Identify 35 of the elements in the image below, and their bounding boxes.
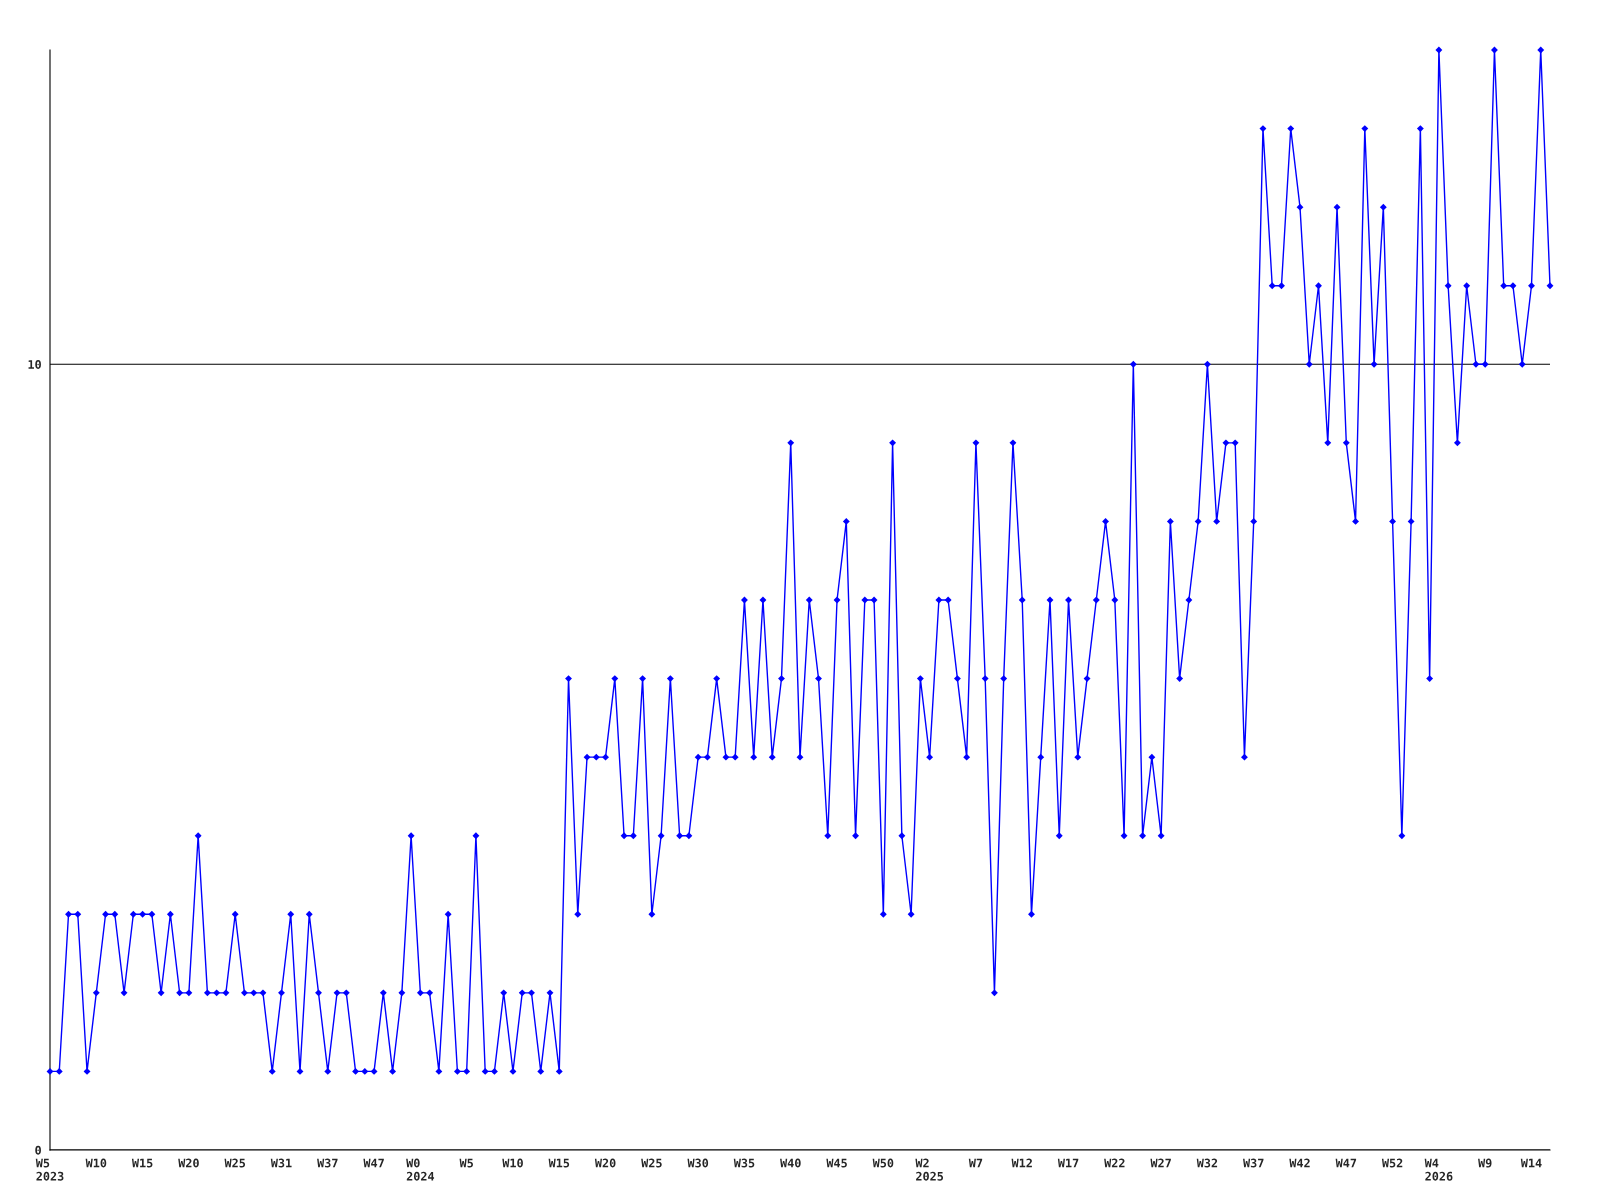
x-tick-label: W9 <box>1478 1158 1492 1168</box>
x-tick-label: W27 <box>1150 1158 1171 1168</box>
x-tick-label: W25 <box>224 1158 246 1168</box>
x-tick-label: W17 <box>1057 1158 1079 1168</box>
x-tick-label: W32 <box>1196 1158 1218 1168</box>
x-tick-label: W52 <box>1381 1158 1403 1168</box>
x-tick-label: W4 2026 <box>1424 1158 1453 1181</box>
x-tick-label: W20 <box>594 1158 616 1168</box>
x-tick-label: W30 <box>687 1158 709 1168</box>
y-tick-label: 0 <box>35 1145 41 1155</box>
x-tick-label: W50 <box>872 1158 894 1168</box>
x-tick-label: W47 <box>1335 1158 1357 1168</box>
x-tick-label: W5 <box>459 1158 473 1168</box>
x-tick-label: W40 <box>780 1158 801 1168</box>
x-tick-label: W15 <box>131 1158 153 1168</box>
y-tick-label: 10 <box>28 360 41 369</box>
x-tick-label: W47 <box>363 1158 384 1168</box>
x-tick-label: W2 2025 <box>915 1158 944 1181</box>
x-tick-label: W10 <box>502 1158 523 1168</box>
x-tick-label: W25 <box>641 1158 662 1168</box>
x-tick-label: W15 <box>548 1158 570 1168</box>
x-tick-label: W37 <box>317 1158 338 1168</box>
x-tick-label: W7 <box>968 1158 983 1168</box>
x-tick-label: W20 <box>178 1158 199 1168</box>
x-tick-label: W10 <box>85 1158 107 1168</box>
x-tick-label: W0 2024 <box>406 1158 435 1181</box>
x-tick-label: W5 2023 <box>35 1158 64 1181</box>
x-tick-label: W22 <box>1104 1158 1125 1168</box>
x-tick-label: W31 <box>270 1158 292 1168</box>
x-tick-label: W45 <box>826 1158 847 1168</box>
x-tick-label: W14 <box>1520 1158 1542 1168</box>
x-tick-label: W35 <box>733 1158 755 1168</box>
x-tick-label: W42 <box>1289 1158 1310 1168</box>
x-tick-label: W12 <box>1011 1158 1032 1168</box>
x-tick-label: W37 <box>1243 1158 1264 1168</box>
